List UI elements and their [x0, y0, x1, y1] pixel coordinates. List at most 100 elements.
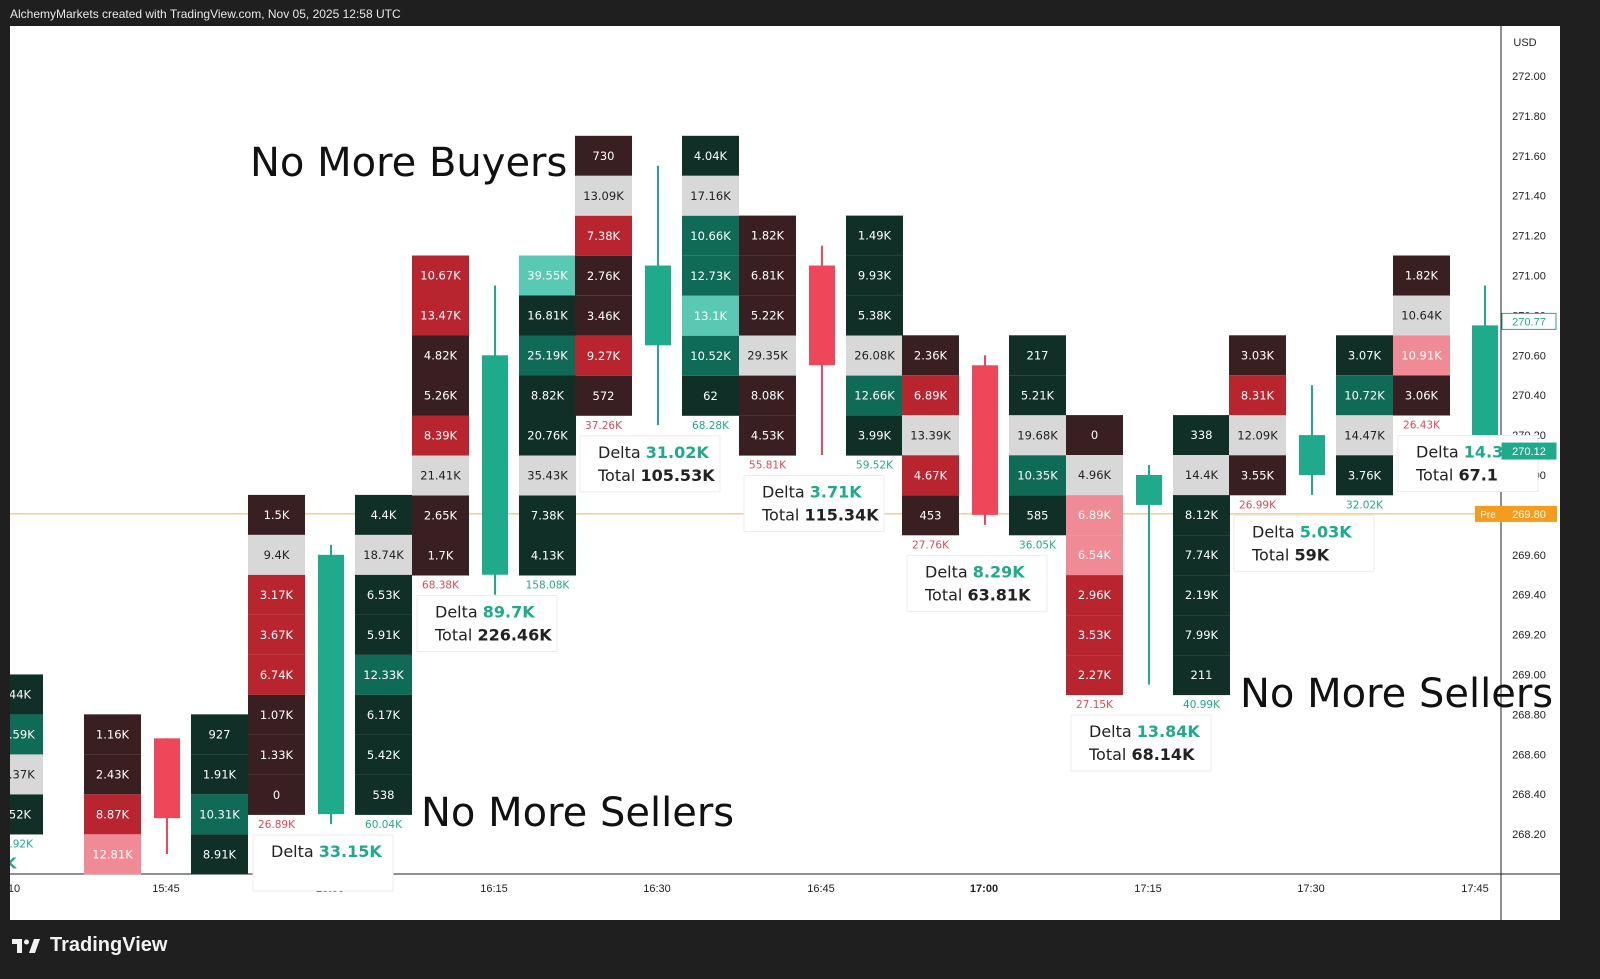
sell-volume-cell[interactable] [412, 335, 469, 376]
buy-volume-cell[interactable] [355, 654, 412, 695]
sell-volume-cell[interactable] [1066, 455, 1123, 496]
sell-volume-cell[interactable] [739, 335, 796, 376]
buy-volume-cell[interactable] [355, 494, 412, 535]
buy-volume-cell[interactable] [682, 295, 739, 336]
sell-volume-cell[interactable] [902, 455, 959, 496]
sell-volume-cell[interactable] [412, 495, 469, 536]
sell-volume-cell[interactable] [902, 495, 959, 536]
buy-volume-cell[interactable] [355, 774, 412, 815]
buy-volume-cell[interactable] [355, 534, 412, 575]
sell-volume-cell[interactable] [1066, 535, 1123, 576]
buy-volume-cell[interactable] [519, 255, 576, 296]
sell-volume-cell[interactable] [1229, 335, 1286, 376]
sell-volume-cell[interactable] [902, 415, 959, 456]
buy-volume-cell[interactable] [1173, 495, 1230, 536]
buy-volume-cell[interactable] [191, 754, 248, 795]
buy-volume-cell[interactable] [682, 255, 739, 296]
buy-volume-cell[interactable] [1009, 335, 1066, 376]
sell-volume-cell[interactable] [1229, 455, 1286, 496]
candle-body[interactable] [154, 738, 180, 819]
buy-volume-cell[interactable] [10, 674, 43, 715]
buy-volume-cell[interactable] [1009, 495, 1066, 536]
buy-volume-cell[interactable] [191, 714, 248, 755]
sell-volume-cell[interactable] [575, 375, 632, 416]
buy-volume-cell[interactable] [355, 694, 412, 735]
sell-volume-cell[interactable] [575, 215, 632, 256]
candle-body[interactable] [482, 355, 508, 575]
sell-volume-cell[interactable] [84, 794, 141, 835]
buy-volume-cell[interactable] [10, 714, 43, 755]
buy-volume-cell[interactable] [1009, 415, 1066, 456]
buy-volume-cell[interactable] [846, 255, 903, 296]
buy-volume-cell[interactable] [1173, 535, 1230, 576]
buy-volume-cell[interactable] [682, 375, 739, 416]
time-scale[interactable] [10, 874, 1501, 920]
sell-volume-cell[interactable] [248, 654, 305, 695]
buy-volume-cell[interactable] [1009, 375, 1066, 416]
sell-volume-cell[interactable] [575, 335, 632, 376]
buy-volume-cell[interactable] [355, 614, 412, 655]
buy-volume-cell[interactable] [519, 455, 576, 496]
sell-volume-cell[interactable] [1066, 655, 1123, 696]
buy-volume-cell[interactable] [682, 335, 739, 376]
buy-volume-cell[interactable] [1173, 415, 1230, 456]
sell-volume-cell[interactable] [575, 175, 632, 216]
sell-volume-cell[interactable] [739, 375, 796, 416]
sell-volume-cell[interactable] [1066, 615, 1123, 656]
buy-volume-cell[interactable] [519, 295, 576, 336]
buy-volume-cell[interactable] [519, 375, 576, 416]
candle-body[interactable] [1472, 325, 1498, 436]
buy-volume-cell[interactable] [846, 415, 903, 456]
buy-volume-cell[interactable] [355, 734, 412, 775]
sell-volume-cell[interactable] [1393, 295, 1450, 336]
sell-volume-cell[interactable] [739, 255, 796, 296]
sell-volume-cell[interactable] [84, 834, 141, 875]
sell-volume-cell[interactable] [248, 774, 305, 815]
buy-volume-cell[interactable] [1336, 415, 1393, 456]
candle-body[interactable] [1299, 435, 1325, 475]
sell-volume-cell[interactable] [739, 215, 796, 256]
candle-body[interactable] [1136, 475, 1162, 505]
sell-volume-cell[interactable] [1066, 575, 1123, 616]
sell-volume-cell[interactable] [248, 614, 305, 655]
buy-volume-cell[interactable] [1336, 335, 1393, 376]
buy-volume-cell[interactable] [1173, 455, 1230, 496]
sell-volume-cell[interactable] [1229, 375, 1286, 416]
sell-volume-cell[interactable] [575, 135, 632, 176]
sell-volume-cell[interactable] [412, 295, 469, 336]
sell-volume-cell[interactable] [248, 734, 305, 775]
sell-volume-cell[interactable] [248, 694, 305, 735]
sell-volume-cell[interactable] [575, 295, 632, 336]
buy-volume-cell[interactable] [1173, 655, 1230, 696]
sell-volume-cell[interactable] [1066, 495, 1123, 536]
buy-volume-cell[interactable] [846, 295, 903, 336]
buy-volume-cell[interactable] [519, 335, 576, 376]
sell-volume-cell[interactable] [84, 714, 141, 755]
buy-volume-cell[interactable] [519, 415, 576, 456]
sell-volume-cell[interactable] [248, 494, 305, 535]
tradingview-logo[interactable]: TradingView [12, 934, 167, 957]
candle-body[interactable] [809, 265, 835, 366]
sell-volume-cell[interactable] [412, 535, 469, 576]
buy-volume-cell[interactable] [191, 834, 248, 875]
sell-volume-cell[interactable] [248, 534, 305, 575]
candle-body[interactable] [318, 554, 344, 815]
candle-body[interactable] [645, 265, 671, 346]
sell-volume-cell[interactable] [739, 415, 796, 456]
sell-volume-cell[interactable] [412, 255, 469, 296]
buy-volume-cell[interactable] [1173, 615, 1230, 656]
buy-volume-cell[interactable] [10, 754, 43, 795]
sell-volume-cell[interactable] [1229, 415, 1286, 456]
buy-volume-cell[interactable] [1173, 575, 1230, 616]
buy-volume-cell[interactable] [846, 335, 903, 376]
sell-volume-cell[interactable] [412, 455, 469, 496]
buy-volume-cell[interactable] [1336, 375, 1393, 416]
sell-volume-cell[interactable] [739, 295, 796, 336]
sell-volume-cell[interactable] [1066, 415, 1123, 456]
buy-volume-cell[interactable] [191, 794, 248, 835]
sell-volume-cell[interactable] [1393, 335, 1450, 376]
buy-volume-cell[interactable] [1009, 455, 1066, 496]
sell-volume-cell[interactable] [902, 375, 959, 416]
buy-volume-cell[interactable] [846, 375, 903, 416]
sell-volume-cell[interactable] [84, 754, 141, 795]
